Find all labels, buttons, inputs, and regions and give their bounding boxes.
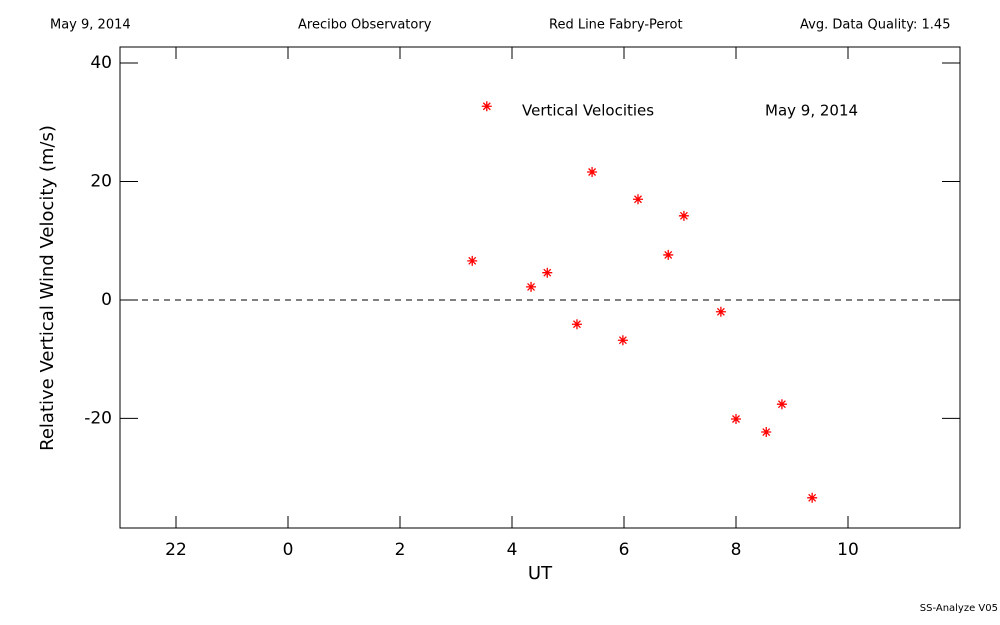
y-tick-label: -20 xyxy=(84,408,112,428)
y-tick-label: 40 xyxy=(90,53,112,73)
header-site: Arecibo Observatory xyxy=(298,18,432,33)
x-tick-label: 10 xyxy=(837,540,859,560)
point xyxy=(481,101,492,112)
x-tick-label: 4 xyxy=(507,540,518,560)
x-tick-label: 8 xyxy=(731,540,742,560)
point xyxy=(633,194,643,205)
point xyxy=(761,427,772,438)
point xyxy=(731,414,741,425)
point xyxy=(663,249,674,260)
point xyxy=(571,319,582,330)
point xyxy=(467,255,478,266)
y-axis-label: Relative Vertical Wind Velocity (m/s) xyxy=(37,125,58,451)
annotation: May 9, 2014 xyxy=(765,102,858,120)
header-date: May 9, 2014 xyxy=(50,18,131,33)
x-tick-label: 22 xyxy=(165,540,187,560)
header-instrument: Red Line Fabry-Perot xyxy=(549,18,683,33)
x-tick-label: 0 xyxy=(283,540,294,560)
x-tick-label: 6 xyxy=(619,540,630,560)
x-tick-label: 2 xyxy=(395,540,406,560)
point xyxy=(587,166,598,177)
point xyxy=(542,267,553,278)
point xyxy=(807,492,818,503)
header-quality: Avg. Data Quality: 1.45 xyxy=(800,18,950,33)
annotation: Vertical Velocities xyxy=(522,102,654,120)
y-tick-label: 0 xyxy=(101,290,112,310)
footer: SS-Analyze V05 xyxy=(920,603,998,614)
x-axis-label: UT xyxy=(528,563,553,584)
plot-frame xyxy=(119,46,961,529)
point xyxy=(715,306,726,317)
y-tick-label: 20 xyxy=(90,171,112,191)
point xyxy=(776,399,787,410)
point xyxy=(617,335,628,346)
point xyxy=(526,281,537,292)
point xyxy=(678,210,689,221)
